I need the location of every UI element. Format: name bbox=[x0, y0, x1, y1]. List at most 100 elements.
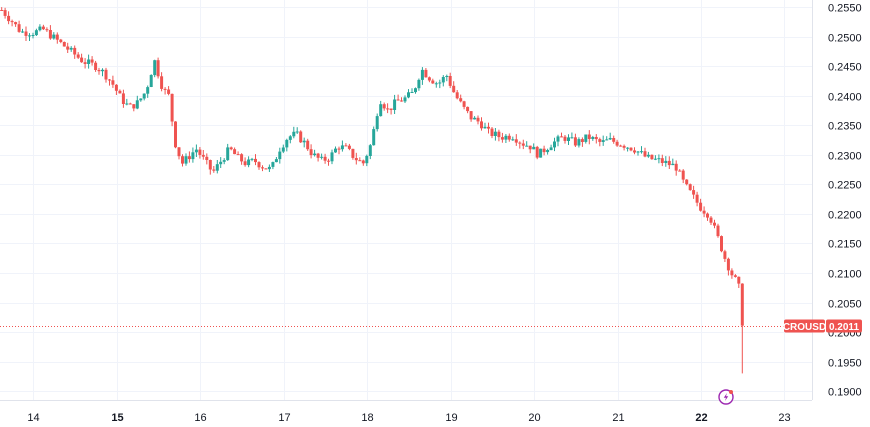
candle-body bbox=[733, 275, 737, 277]
candle-body bbox=[111, 80, 115, 85]
candle-body bbox=[730, 270, 734, 276]
candle-body bbox=[723, 251, 727, 259]
candle-body bbox=[288, 136, 292, 140]
candle-body bbox=[598, 139, 602, 142]
candle-body bbox=[48, 30, 52, 39]
candle-body bbox=[386, 108, 390, 110]
candle-body bbox=[608, 138, 612, 140]
candle-body bbox=[208, 160, 212, 170]
candle-body bbox=[320, 156, 324, 158]
candle-body bbox=[389, 108, 393, 110]
candle-body bbox=[38, 26, 42, 31]
candle-body bbox=[17, 24, 21, 32]
candle-body bbox=[667, 160, 671, 166]
price-tick-label: 0.1950 bbox=[828, 358, 862, 370]
candle-body bbox=[532, 146, 536, 150]
candle-body bbox=[334, 148, 337, 153]
candle-body bbox=[466, 106, 470, 112]
candle-body bbox=[400, 100, 403, 102]
candle-body bbox=[278, 151, 282, 160]
candle-body bbox=[678, 170, 682, 172]
candle-body bbox=[612, 138, 616, 142]
candle-body bbox=[438, 82, 442, 84]
candle-body bbox=[660, 158, 664, 163]
candle-body bbox=[713, 222, 716, 226]
candle-body bbox=[267, 166, 271, 170]
price-tick-label: 0.2300 bbox=[828, 151, 862, 163]
candle-body bbox=[542, 148, 546, 153]
candle-body bbox=[549, 147, 553, 151]
time-tick-label: 16 bbox=[194, 412, 206, 424]
candle-body bbox=[483, 126, 487, 129]
candle-body bbox=[205, 156, 209, 160]
time-tick-label: 23 bbox=[778, 412, 790, 424]
candle-body bbox=[431, 80, 435, 84]
candle-body bbox=[591, 137, 595, 139]
candle-body bbox=[28, 35, 31, 37]
candle-body bbox=[201, 154, 205, 157]
price-tick-label: 0.2250 bbox=[828, 180, 862, 192]
lightning-icon[interactable] bbox=[718, 389, 734, 405]
candle-body bbox=[108, 79, 111, 81]
candle-body bbox=[177, 147, 181, 157]
candle-body bbox=[215, 164, 219, 171]
price-tick-label: 0.2350 bbox=[828, 121, 862, 133]
time-axis: 14 15 16 17 18 19 20 21 22 23 bbox=[27, 412, 790, 424]
candle-body bbox=[142, 93, 146, 99]
candle-body bbox=[740, 283, 744, 326]
candle-body bbox=[69, 47, 73, 50]
candle-body bbox=[414, 88, 417, 93]
candle-body bbox=[10, 21, 14, 23]
candle-body bbox=[427, 77, 431, 81]
candle-body bbox=[97, 70, 101, 72]
candle-body bbox=[52, 34, 56, 39]
candle-body bbox=[556, 136, 560, 142]
symbol-tag: CROUSD bbox=[783, 319, 826, 333]
candle-body bbox=[685, 179, 689, 185]
candle-body bbox=[539, 148, 543, 158]
candle-body bbox=[601, 140, 605, 142]
candle-body bbox=[706, 213, 709, 218]
candle-body bbox=[459, 98, 463, 102]
candle-body bbox=[24, 31, 28, 36]
candle-body bbox=[420, 69, 424, 80]
candle-body bbox=[316, 153, 320, 158]
candle-body bbox=[135, 100, 139, 109]
candle-body bbox=[309, 149, 313, 156]
candle-body bbox=[365, 155, 369, 164]
candle-body bbox=[643, 151, 647, 157]
chart-grid bbox=[0, 0, 812, 400]
candle-body bbox=[233, 149, 237, 155]
candle-body bbox=[222, 160, 226, 162]
candle-body bbox=[181, 156, 184, 164]
candle-body bbox=[368, 145, 372, 156]
price-tick-label: 0.2150 bbox=[828, 239, 862, 251]
candle-body bbox=[664, 160, 668, 163]
candle-body bbox=[605, 139, 609, 141]
candle-body bbox=[243, 161, 247, 166]
candle-body bbox=[629, 147, 633, 151]
price-tick-label: 0.1900 bbox=[828, 387, 862, 399]
candle-body bbox=[573, 137, 577, 146]
candle-body bbox=[737, 276, 741, 284]
candle-body bbox=[156, 60, 160, 77]
candle-body bbox=[45, 29, 49, 31]
candle-body bbox=[87, 59, 91, 64]
candle-body bbox=[521, 143, 525, 146]
candle-body bbox=[125, 103, 129, 105]
candle-body bbox=[132, 104, 136, 109]
candles bbox=[0, 7, 744, 374]
candle-body bbox=[382, 104, 386, 109]
candle-body bbox=[626, 147, 630, 149]
candle-body bbox=[546, 150, 550, 153]
candle-body bbox=[257, 162, 261, 168]
candle-body bbox=[407, 92, 410, 98]
candle-body bbox=[567, 137, 570, 141]
candle-body bbox=[633, 150, 636, 153]
candle-body bbox=[361, 160, 365, 164]
candle-body bbox=[393, 99, 397, 110]
candle-body bbox=[295, 131, 299, 133]
candle-body bbox=[146, 87, 150, 94]
candle-body bbox=[104, 69, 108, 80]
